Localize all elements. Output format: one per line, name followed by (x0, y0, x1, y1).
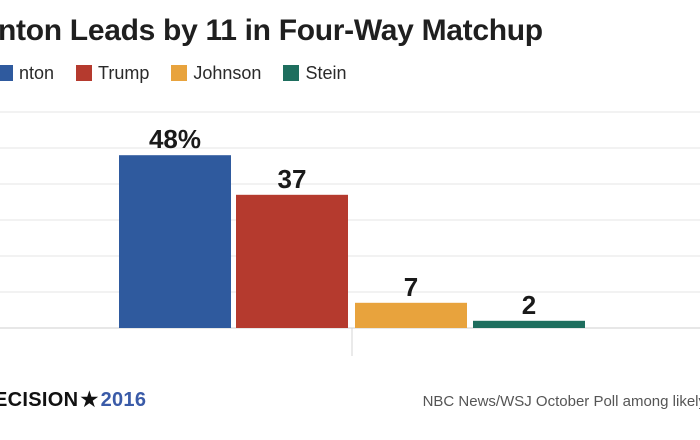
bar-label-trump: 37 (278, 164, 307, 194)
legend-swatch-clinton (0, 65, 13, 81)
legend-swatch-stein (283, 65, 300, 81)
bars-group (119, 155, 585, 328)
legend-item-stein: Stein (283, 63, 346, 84)
bar-label-johnson: 7 (404, 272, 418, 302)
legend-label-johnson: Johnson (193, 62, 262, 83)
bar-johnson (355, 302, 467, 328)
legend-swatch-johnson (171, 65, 188, 81)
legend-swatch-trump (76, 65, 93, 81)
chart-title: nton Leads by 11 in Four-Way Matchup (0, 14, 543, 47)
legend-label-stein: Stein (305, 62, 347, 83)
legend-item-johnson: Johnson (171, 63, 261, 84)
legend-label-clinton: nton (19, 62, 55, 83)
bar-labels-group: 48% 37 7 2 (149, 124, 536, 320)
legend: nton Trump Johnson Stein (0, 60, 368, 86)
legend-item-clinton: nton (0, 63, 54, 84)
gridlines (0, 111, 700, 329)
brand-year: 2016 (100, 389, 147, 411)
source-note: NBC News/WSJ October Poll among likely (422, 393, 700, 410)
legend-item-trump: Trump (76, 63, 149, 84)
star-icon: ★ (80, 389, 99, 411)
bar-label-clinton: 48% (149, 124, 201, 154)
decision-2016-logo: ECISION ★ 2016 (0, 387, 146, 412)
brand-word: ECISION (0, 389, 79, 411)
bar-trump (236, 194, 348, 328)
bar-clinton (119, 155, 231, 328)
legend-label-trump: Trump (98, 62, 150, 83)
bar-label-stein: 2 (522, 290, 536, 320)
bar-stein (473, 320, 585, 328)
